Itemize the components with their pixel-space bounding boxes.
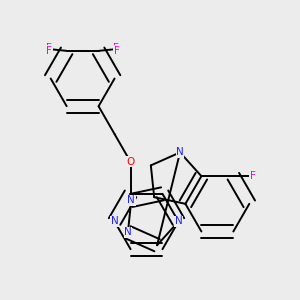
Text: N: N xyxy=(175,217,182,226)
Text: F: F xyxy=(250,171,255,181)
Text: N: N xyxy=(175,217,182,226)
Text: F: F xyxy=(46,43,52,53)
Text: F: F xyxy=(114,46,120,56)
Text: N: N xyxy=(176,147,184,158)
Text: F: F xyxy=(46,46,51,56)
Text: F: F xyxy=(113,43,119,53)
Text: N: N xyxy=(124,227,132,237)
Text: N: N xyxy=(176,147,184,158)
Text: O: O xyxy=(126,157,135,167)
Text: O: O xyxy=(126,157,135,167)
Text: F: F xyxy=(250,171,256,181)
Text: N: N xyxy=(128,196,135,206)
Text: N: N xyxy=(111,217,119,226)
